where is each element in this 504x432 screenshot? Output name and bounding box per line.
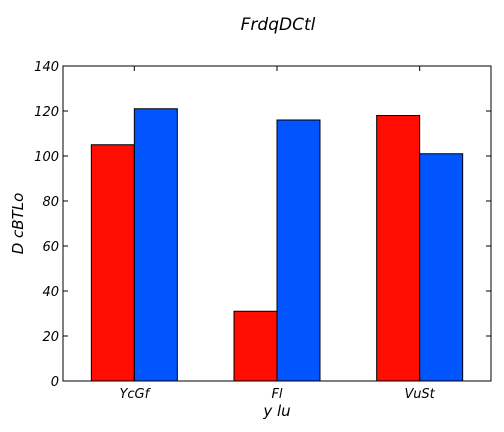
bar-VuSt-series-1 xyxy=(376,115,421,382)
y-tick-label: 0 xyxy=(51,375,59,390)
y-tick-label: 80 xyxy=(42,195,59,210)
bars-group xyxy=(90,108,464,382)
bar-YcGf-series-1 xyxy=(90,144,135,382)
y-tick-label: 120 xyxy=(34,105,59,120)
bar-Fl-series-2 xyxy=(276,119,321,382)
bar-YcGf-series-2 xyxy=(133,108,178,382)
y-tick-label: 20 xyxy=(42,330,59,345)
bar-VuSt-series-2 xyxy=(419,153,464,382)
y-tick-label: 140 xyxy=(34,60,59,75)
plot-frame xyxy=(62,65,492,382)
x-tick-label: VuSt xyxy=(405,387,436,402)
y-axis-ticks: 0 20 40 60 80 100 120 140 xyxy=(34,60,491,390)
bar-Fl-series-1 xyxy=(233,310,278,382)
chart-title: FrdqDCtl xyxy=(241,15,316,35)
x-tick-label: YcGf xyxy=(119,387,151,402)
y-tick-label: 60 xyxy=(42,240,59,255)
x-axis-label: y lu xyxy=(262,402,290,420)
y-tick-label: 100 xyxy=(34,150,59,165)
y-tick-label: 40 xyxy=(42,285,59,300)
x-tick-label: Fl xyxy=(271,387,282,402)
x-axis-ticks: YcGf Fl VuSt xyxy=(119,66,436,402)
y-axis-label: D cBTLo xyxy=(9,193,27,255)
